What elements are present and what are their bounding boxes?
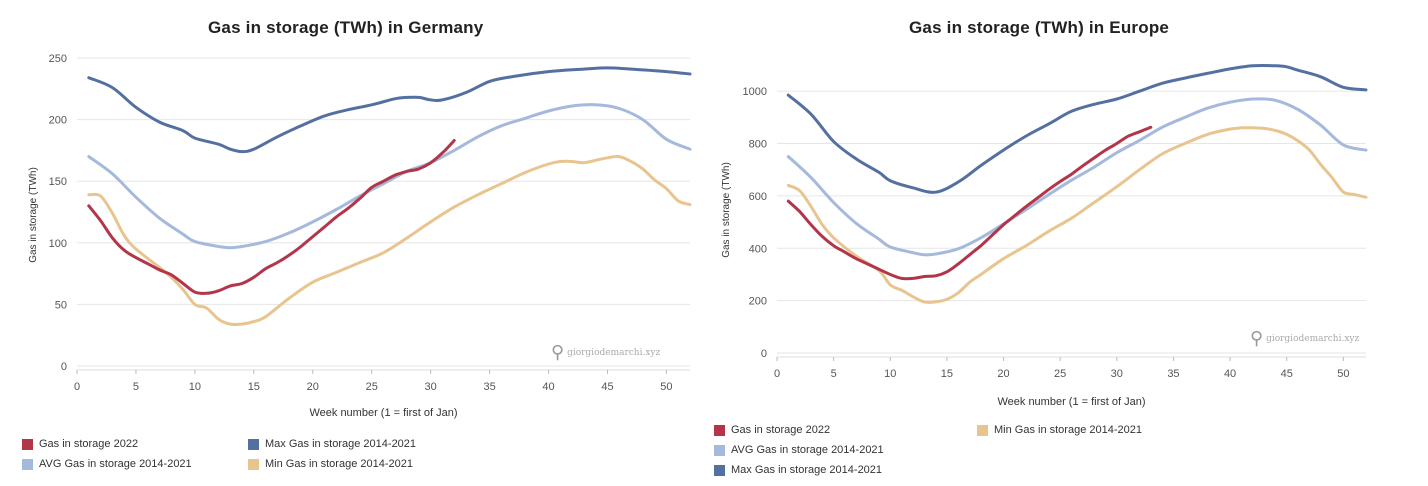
y-tick-label: 200 — [49, 115, 67, 127]
y-tick-label: 150 — [49, 176, 67, 188]
y-tick-label: 0 — [761, 348, 767, 360]
x-axis-label: Week number (1 = first of Jan) — [309, 407, 457, 419]
y-tick-label: 400 — [749, 243, 767, 255]
chart-panel-europe: Gas in storage (TWh) in Europe 0 200 400 60… — [714, 0, 1428, 486]
y-tick-label: 200 — [749, 296, 767, 308]
x-tick-label: 5 — [133, 381, 139, 393]
x-tick-label: 0 — [774, 368, 780, 380]
series-line-avg-gas-in-storage-2014-2021 — [786, 97, 1368, 257]
legend-swatch — [714, 424, 725, 436]
x-tick-label: 0 — [74, 381, 80, 393]
series-line-max-gas-in-storage-2014-2021 — [87, 66, 692, 154]
legend-label: Min Gas in storage 2014-2021 — [994, 424, 1142, 436]
series-line-avg-gas-in-storage-2014-2021 — [87, 103, 692, 250]
legend-item: AVG Gas in storage 2014-2021 — [714, 444, 884, 456]
x-tick-label: 40 — [1224, 368, 1236, 380]
legend-swatch — [714, 464, 725, 476]
y-tick-label: 50 — [55, 299, 67, 311]
y-axis-label: Gas in storage (TWh) — [721, 162, 732, 258]
x-tick-label: 40 — [542, 381, 554, 393]
watermark-icon: ⚲ — [1250, 328, 1264, 349]
legend-item: AVG Gas in storage 2014-2021 — [22, 458, 192, 470]
y-tick-label: 1000 — [743, 86, 767, 98]
x-tick-label: 15 — [941, 368, 953, 380]
legend-item: Max Gas in storage 2014-2021 — [248, 438, 416, 450]
watermark-text: giorgiodemarchi.xyz — [1266, 334, 1360, 344]
x-tick-label: 10 — [884, 368, 896, 380]
x-tick-label: 5 — [831, 368, 837, 380]
legend-swatch — [22, 438, 33, 450]
x-tick-label: 30 — [1111, 368, 1123, 380]
chart-title: Gas in storage (TWh) in Europe — [909, 18, 1170, 37]
legend-label: Min Gas in storage 2014-2021 — [265, 458, 413, 470]
watermark-icon: ⚲ — [551, 342, 565, 363]
x-tick-label: 30 — [425, 381, 437, 393]
legend-item: Min Gas in storage 2014-2021 — [248, 458, 413, 470]
x-tick-label: 25 — [1054, 368, 1066, 380]
y-tick-label: 800 — [749, 139, 767, 151]
legend-label: Max Gas in storage 2014-2021 — [265, 438, 417, 450]
legend-label: AVG Gas in storage 2014-2021 — [731, 444, 884, 456]
legend-label: Gas in storage 2022 — [39, 438, 139, 450]
watermark: ⚲ giorgiodemarchi.xyz — [551, 342, 660, 363]
x-tick-label: 20 — [997, 368, 1009, 380]
x-tick-label: 45 — [601, 381, 613, 393]
line-chart-germany: 0 50 100 150 200 250 0 5 10 15 20 25 30 35 40 45 50 Week … — [28, 53, 692, 419]
legend-swatch — [22, 458, 33, 470]
x-tick-label: 50 — [1337, 368, 1349, 380]
line-chart-europe: 0 200 400 600 800 1000 0 5 10 15 20 25 30 35 40 45 50 Wee… — [721, 64, 1368, 408]
x-tick-label: 10 — [189, 381, 201, 393]
x-tick-label: 35 — [1167, 368, 1179, 380]
y-tick-label: 250 — [49, 53, 67, 65]
legend-label: AVG Gas in storage 2014-2021 — [39, 458, 192, 470]
legend-swatch — [248, 438, 259, 450]
x-tick-label: 20 — [307, 381, 319, 393]
legend-item: Gas in storage 2022 — [22, 438, 138, 450]
legend-label: Gas in storage 2022 — [731, 424, 831, 436]
legend-item: Max Gas in storage 2014-2021 — [714, 464, 882, 476]
watermark-text: giorgiodemarchi.xyz — [567, 348, 661, 358]
y-axis-label: Gas in storage (TWh) — [28, 167, 39, 263]
x-tick-label: 15 — [248, 381, 260, 393]
legend-swatch — [248, 458, 259, 470]
x-tick-label: 25 — [366, 381, 378, 393]
chart-title: Gas in storage (TWh) in Germany — [208, 18, 484, 37]
legend-swatch — [977, 424, 988, 436]
legend-label: Max Gas in storage 2014-2021 — [731, 464, 883, 476]
watermark: ⚲ giorgiodemarchi.xyz — [1250, 328, 1359, 349]
x-axis-label: Week number (1 = first of Jan) — [997, 396, 1145, 408]
series-line-max-gas-in-storage-2014-2021 — [786, 64, 1368, 194]
x-tick-label: 45 — [1281, 368, 1293, 380]
legend-swatch — [714, 444, 725, 456]
series-line-min-gas-in-storage-2014-2021 — [87, 154, 692, 327]
series-line-min-gas-in-storage-2014-2021 — [786, 126, 1368, 304]
y-tick-label: 0 — [61, 361, 67, 373]
y-tick-label: 100 — [49, 238, 67, 250]
legend-item: Min Gas in storage 2014-2021 — [977, 424, 1142, 436]
series-line-gas-in-storage-2022 — [87, 139, 456, 295]
legend-item: Gas in storage 2022 — [714, 424, 830, 436]
series-line-gas-in-storage-2022 — [786, 125, 1153, 281]
y-tick-label: 600 — [749, 191, 767, 203]
chart-panel-germany: Gas in storage (TWh) in Germany 0 50 100 15… — [22, 18, 692, 470]
x-tick-label: 35 — [483, 381, 495, 393]
x-tick-label: 50 — [660, 381, 672, 393]
grid-lines — [777, 90, 1366, 354]
